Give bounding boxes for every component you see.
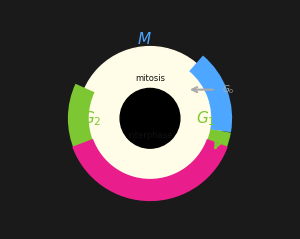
Text: interphase: interphase — [128, 130, 172, 140]
Text: $G_2$: $G_2$ — [82, 109, 101, 128]
Text: $G_0$: $G_0$ — [222, 83, 234, 96]
Text: mitosis: mitosis — [135, 74, 165, 83]
Circle shape — [78, 47, 222, 190]
Text: $M$: $M$ — [137, 32, 152, 47]
Text: $G_1$: $G_1$ — [196, 109, 216, 128]
Circle shape — [120, 88, 180, 148]
Text: $S$: $S$ — [144, 187, 156, 203]
